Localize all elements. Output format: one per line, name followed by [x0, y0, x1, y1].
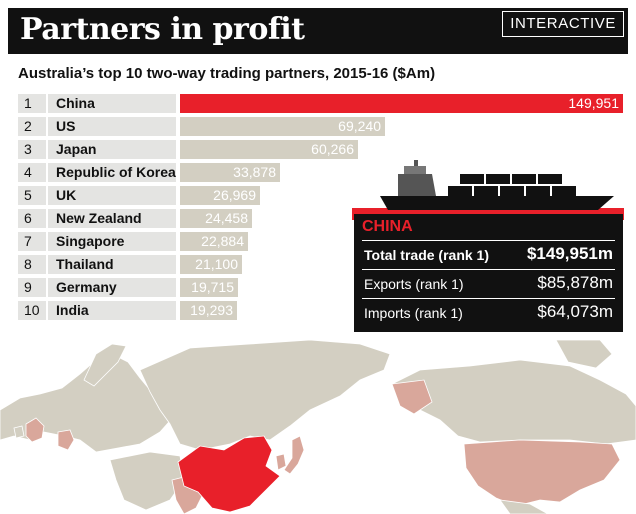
bar[interactable]: [180, 301, 237, 320]
rank-label: 10: [18, 301, 46, 320]
info-value: $149,951m: [526, 244, 613, 263]
bar-value-label: 69,240: [338, 118, 381, 134]
bar[interactable]: [180, 209, 252, 228]
map-country-germany[interactable]: [57, 429, 75, 451]
map-country-us-alaska[interactable]: [391, 379, 433, 415]
bar[interactable]: [180, 117, 385, 136]
rank-label: 9: [18, 278, 46, 297]
info-value: $64,073m: [537, 302, 613, 321]
map-country-us[interactable]: [463, 439, 621, 507]
bar-value-label: 26,969: [213, 187, 256, 203]
map-region-scandinavia[interactable]: [83, 343, 127, 387]
bar[interactable]: [180, 232, 248, 251]
bar-value-label: 22,884: [201, 233, 244, 249]
info-label: Exports (rank 1): [364, 276, 464, 292]
bar[interactable]: [180, 255, 242, 274]
bar[interactable]: [180, 140, 358, 159]
country-label[interactable]: India: [48, 301, 176, 320]
rank-label: 3: [18, 140, 46, 159]
country-label[interactable]: Japan: [48, 140, 176, 159]
country-info-panel: CHINA Total trade (rank 1) $149,951m Exp…: [354, 214, 623, 332]
bar-chart: 1 China 149,951 2 US 69,240 3 Japan 60,266 4 Repub…: [18, 94, 623, 320]
country-label[interactable]: New Zealand: [48, 209, 176, 228]
map-region-middle-east[interactable]: [109, 451, 185, 511]
info-row-imports: Imports (rank 1) $64,073m: [362, 298, 615, 326]
map-country-uk[interactable]: [25, 417, 45, 443]
map-country-japan[interactable]: [283, 435, 305, 475]
bar-value-label: 60,266: [311, 141, 354, 157]
bar[interactable]: [180, 163, 280, 182]
chart-subtitle: Australia’s top 10 two-way trading partn…: [18, 65, 436, 82]
bar-value-label: 24,458: [205, 210, 248, 226]
country-label[interactable]: US: [48, 117, 176, 136]
page-title: Partners in profit: [20, 12, 305, 47]
map-country-korea[interactable]: [275, 453, 287, 471]
ship-bridge: [398, 174, 436, 196]
bar-value-label: 21,100: [195, 256, 238, 272]
rank-label: 2: [18, 117, 46, 136]
rank-label: 5: [18, 186, 46, 205]
ship-bridge-top: [404, 166, 426, 174]
bar[interactable]: [180, 186, 260, 205]
info-country-name: CHINA: [362, 218, 413, 235]
bar[interactable]: [180, 278, 238, 297]
info-value: $85,878m: [537, 273, 613, 292]
country-label[interactable]: China: [48, 94, 176, 113]
country-label[interactable]: Republic of Korea: [48, 163, 176, 182]
rank-label: 4: [18, 163, 46, 182]
info-label: Imports (rank 1): [364, 305, 463, 321]
map-country-china[interactable]: [177, 435, 281, 513]
info-row-total: Total trade (rank 1) $149,951m: [362, 240, 615, 268]
info-label: Total trade (rank 1): [364, 247, 489, 263]
cargo-ship-icon: [352, 160, 624, 220]
bar-value-label: 149,951: [568, 95, 619, 111]
map-region-greenland[interactable]: [555, 340, 613, 369]
ship-mast: [414, 160, 418, 166]
country-label[interactable]: Singapore: [48, 232, 176, 251]
country-label[interactable]: Thailand: [48, 255, 176, 274]
bar[interactable]: [180, 94, 623, 113]
bar-value-label: 33,878: [233, 164, 276, 180]
rank-label: 1: [18, 94, 46, 113]
bar-value-label: 19,715: [191, 279, 234, 295]
map-region-russia[interactable]: [139, 340, 391, 451]
rank-label: 6: [18, 209, 46, 228]
map-region-canada[interactable]: [391, 359, 636, 445]
rank-label: 7: [18, 232, 46, 251]
map-country-ireland[interactable]: [13, 425, 25, 439]
world-map[interactable]: [0, 340, 636, 514]
map-country-mexico[interactable]: [499, 499, 549, 514]
country-label[interactable]: UK: [48, 186, 176, 205]
interactive-badge[interactable]: INTERACTIVE: [502, 11, 624, 37]
rank-label: 8: [18, 255, 46, 274]
ship-hull: [380, 196, 614, 210]
country-label[interactable]: Germany: [48, 278, 176, 297]
container-stack: [448, 174, 576, 196]
header-banner: Partners in profit INTERACTIVE: [8, 8, 628, 54]
info-row-exports: Exports (rank 1) $85,878m: [362, 269, 615, 297]
bar-value-label: 19,293: [190, 302, 233, 318]
